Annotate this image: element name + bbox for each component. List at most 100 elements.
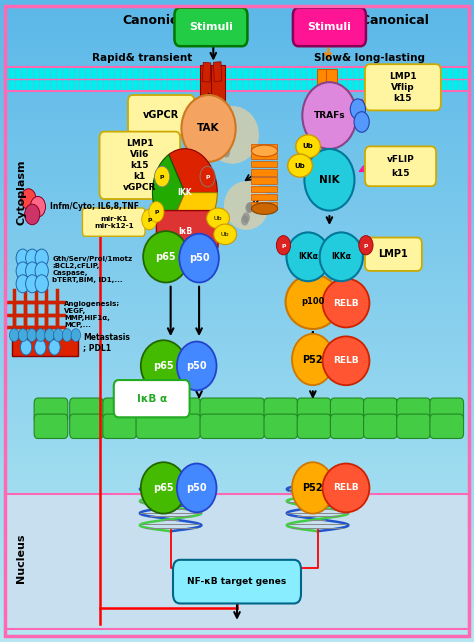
- Circle shape: [35, 275, 48, 293]
- Bar: [0, 498, 474, 506]
- Bar: [0, 281, 474, 289]
- Circle shape: [16, 249, 29, 267]
- Text: RELB: RELB: [333, 356, 359, 365]
- Text: Ub: Ub: [214, 216, 222, 221]
- Text: k1: k1: [134, 171, 146, 181]
- Ellipse shape: [206, 106, 259, 164]
- Bar: [0, 144, 474, 153]
- Text: Infm/Cyto; IL6,8,TNF: Infm/Cyto; IL6,8,TNF: [50, 202, 139, 211]
- Text: Canonical: Canonical: [122, 14, 191, 27]
- Text: p: p: [364, 243, 368, 248]
- Ellipse shape: [177, 342, 217, 390]
- Ellipse shape: [285, 275, 340, 329]
- Circle shape: [54, 329, 63, 342]
- Text: p50: p50: [189, 253, 210, 263]
- Circle shape: [234, 116, 242, 126]
- Bar: [251, 161, 277, 168]
- Bar: [0, 200, 474, 209]
- FancyBboxPatch shape: [297, 398, 331, 422]
- Bar: [251, 177, 277, 184]
- FancyBboxPatch shape: [365, 64, 441, 110]
- Bar: [0, 457, 474, 465]
- Bar: [0, 273, 474, 281]
- Bar: [0, 417, 474, 425]
- Bar: [0, 369, 474, 377]
- Circle shape: [16, 275, 29, 293]
- Bar: [0, 506, 474, 514]
- Text: p: p: [154, 209, 159, 214]
- Bar: [0, 594, 474, 602]
- Text: p: p: [160, 174, 164, 179]
- FancyBboxPatch shape: [365, 146, 436, 186]
- FancyBboxPatch shape: [264, 414, 298, 438]
- Bar: [0, 24, 474, 32]
- Circle shape: [26, 262, 39, 280]
- Bar: [0, 514, 474, 521]
- Text: Angiogenesis;
VEGF,
MMP,HIF1α,
MCP,...: Angiogenesis; VEGF, MMP,HIF1α, MCP,...: [64, 301, 120, 328]
- Circle shape: [25, 204, 40, 225]
- Bar: [0, 337, 474, 345]
- Bar: [0, 474, 474, 482]
- FancyBboxPatch shape: [114, 380, 190, 417]
- Bar: [251, 186, 277, 192]
- Text: IKKα: IKKα: [331, 252, 351, 261]
- Text: mir-K1
mir-k12-1: mir-K1 mir-k12-1: [94, 216, 134, 229]
- Bar: [0, 361, 474, 369]
- FancyBboxPatch shape: [136, 398, 201, 422]
- Circle shape: [71, 329, 81, 342]
- Text: IKKα: IKKα: [298, 252, 318, 261]
- Bar: [0, 393, 474, 401]
- Circle shape: [276, 236, 291, 255]
- Bar: [0, 48, 474, 56]
- Bar: [0, 80, 474, 88]
- Text: p65: p65: [153, 483, 174, 493]
- Bar: [0, 489, 474, 498]
- Text: IκB α: IκB α: [137, 394, 167, 404]
- Text: k15: k15: [391, 168, 410, 178]
- Ellipse shape: [323, 279, 369, 327]
- Bar: [0, 521, 474, 530]
- Circle shape: [16, 262, 29, 280]
- Bar: [0, 105, 474, 112]
- Bar: [0, 96, 474, 104]
- Circle shape: [18, 329, 28, 342]
- Text: LMP1: LMP1: [389, 72, 417, 81]
- Circle shape: [223, 135, 230, 146]
- Ellipse shape: [292, 462, 334, 514]
- Bar: [0, 426, 474, 433]
- FancyBboxPatch shape: [174, 8, 247, 46]
- Bar: [0, 353, 474, 361]
- Text: p50: p50: [186, 361, 207, 371]
- Ellipse shape: [207, 208, 229, 229]
- Text: Vil6: Vil6: [130, 150, 149, 159]
- Text: Ub: Ub: [295, 162, 305, 169]
- FancyBboxPatch shape: [397, 398, 430, 422]
- Circle shape: [267, 195, 275, 205]
- FancyBboxPatch shape: [200, 414, 264, 438]
- Bar: [0, 193, 474, 200]
- Text: p65: p65: [153, 361, 174, 371]
- FancyBboxPatch shape: [330, 398, 364, 422]
- FancyBboxPatch shape: [136, 414, 201, 438]
- Bar: [0, 530, 474, 538]
- Bar: [0, 586, 474, 594]
- FancyBboxPatch shape: [70, 414, 103, 438]
- Bar: [0, 185, 474, 193]
- Bar: [0, 73, 474, 80]
- Bar: [0, 329, 474, 337]
- Ellipse shape: [302, 82, 356, 149]
- Circle shape: [359, 236, 373, 255]
- FancyBboxPatch shape: [364, 414, 397, 438]
- Bar: [0, 570, 474, 578]
- FancyBboxPatch shape: [128, 95, 194, 135]
- Bar: [0, 289, 474, 297]
- Text: vGPCR: vGPCR: [123, 182, 156, 192]
- Ellipse shape: [251, 145, 278, 157]
- Circle shape: [30, 196, 46, 217]
- Bar: [326, 69, 337, 117]
- Circle shape: [49, 340, 60, 355]
- Bar: [0, 562, 474, 570]
- Bar: [0, 465, 474, 474]
- Bar: [0, 537, 474, 546]
- Ellipse shape: [251, 203, 278, 214]
